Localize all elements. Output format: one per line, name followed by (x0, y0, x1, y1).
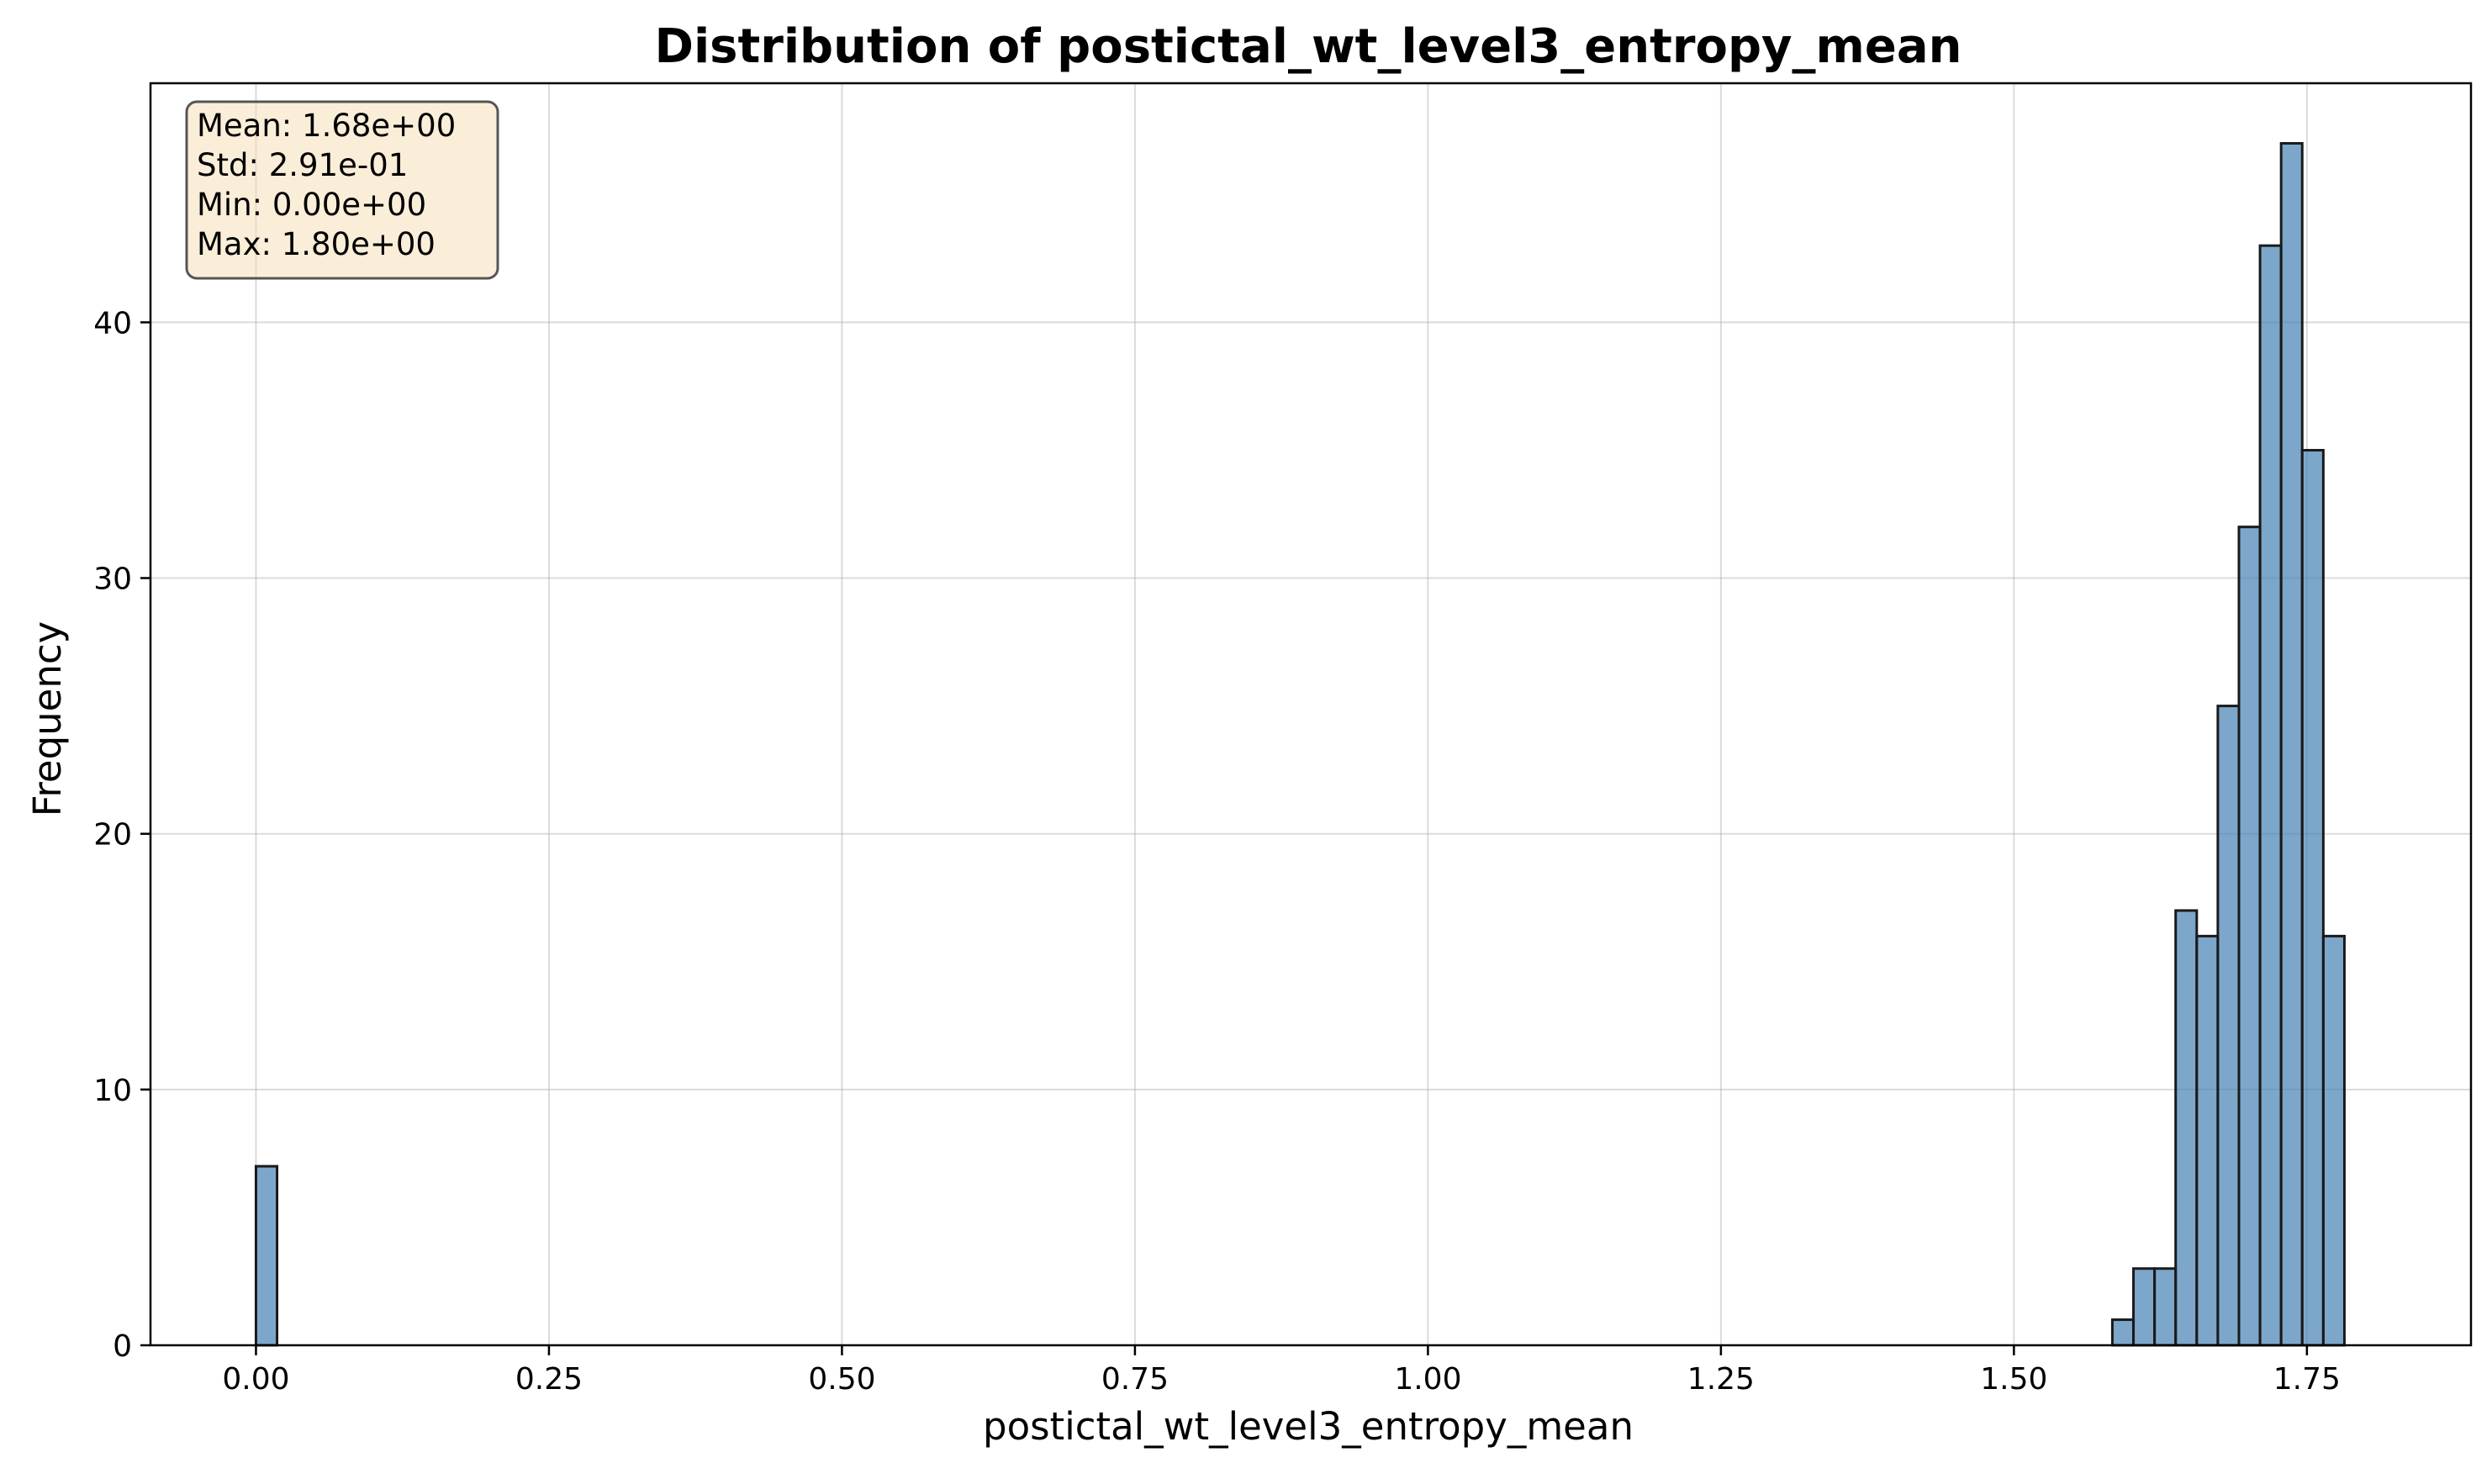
histogram-bar (2300, 448, 2325, 1347)
stats-mean: Mean: 1.68e+00 (197, 108, 456, 144)
stats-box: Mean: 1.68e+00 Std: 2.91e-01 Min: 0.00e+… (185, 100, 499, 280)
histogram-bar (2174, 909, 2199, 1347)
y-tick-label: 20 (93, 818, 132, 853)
x-tick-label: 1.00 (1394, 1362, 1461, 1397)
x-tick-label: 1.75 (2273, 1362, 2341, 1397)
y-tick-label: 30 (93, 562, 132, 597)
grid-lines (150, 83, 2471, 1346)
x-tick-label: 0.25 (515, 1362, 583, 1397)
histogram-bar (2321, 934, 2346, 1347)
histogram-bar (2258, 244, 2283, 1347)
stats-std: Std: 2.91e-01 (197, 147, 408, 183)
histogram-bar (2195, 934, 2220, 1347)
y-axis-ticks: 0 10 20 30 40 (93, 306, 150, 1364)
y-tick-label: 0 (113, 1329, 132, 1364)
x-axis-ticks: 0.00 0.25 0.50 0.75 1.00 1.25 1.50 1.75 (222, 1345, 2341, 1397)
histogram-bars (254, 141, 2346, 1347)
y-tick-label: 10 (93, 1074, 132, 1108)
histogram-bar (2132, 1267, 2157, 1347)
histogram-bar (2237, 525, 2262, 1347)
histogram-bar (2110, 1318, 2136, 1347)
x-tick-label: 0.50 (808, 1362, 875, 1397)
x-tick-label: 1.50 (1980, 1362, 2047, 1397)
stats-min: Min: 0.00e+00 (197, 187, 426, 223)
chart-title: Distribution of postictal_wt_level3_entr… (654, 19, 1961, 74)
stats-max: Max: 1.80e+00 (197, 226, 436, 262)
x-tick-label: 1.25 (1687, 1362, 1755, 1397)
x-tick-label: 0.75 (1101, 1362, 1169, 1397)
x-tick-label: 0.00 (222, 1362, 289, 1397)
histogram-bar (254, 1164, 279, 1347)
x-axis-label: postictal_wt_level3_entropy_mean (983, 1404, 1634, 1449)
plot-frame (149, 82, 2473, 1347)
stats-box-background (185, 100, 499, 280)
histogram-bar (2279, 141, 2304, 1347)
y-axis-label: Frequency (25, 621, 70, 816)
histogram-bar (2153, 1267, 2178, 1347)
histogram-bar (2216, 705, 2241, 1347)
y-tick-label: 40 (93, 306, 132, 341)
